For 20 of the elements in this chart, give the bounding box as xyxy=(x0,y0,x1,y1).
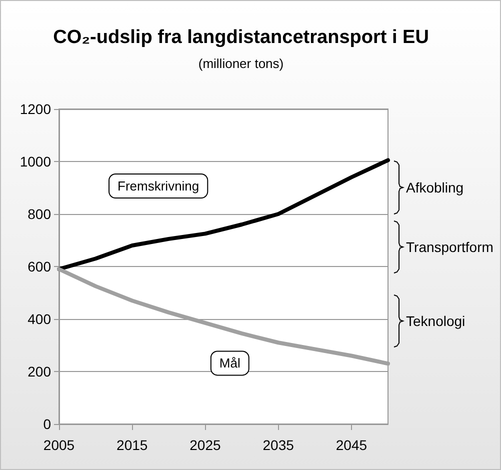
chart-subtitle: (millioner tons) xyxy=(198,56,284,71)
x-tick-label: 2005 xyxy=(43,437,75,453)
text: Afkobling xyxy=(406,180,464,196)
line-series xyxy=(57,158,390,272)
y-tick-label: 400 xyxy=(28,311,52,327)
text: Teknologi xyxy=(406,313,466,329)
x-tick-label: 2045 xyxy=(336,437,368,453)
series-label: Mål xyxy=(219,356,240,371)
y-tick-label: 800 xyxy=(28,206,52,222)
y-tick-label: 600 xyxy=(28,258,52,274)
y-tick-label: 1000 xyxy=(20,154,52,170)
x-tick-label: 2025 xyxy=(190,437,221,453)
x-tick-label: 2015 xyxy=(116,437,148,453)
text: Fremskrivning xyxy=(118,178,200,194)
chart-title: CO₂-udslip fra langdistancetransport i EU xyxy=(53,27,429,48)
y-tick-label: 0 xyxy=(43,416,52,432)
y-tick-label: 1200 xyxy=(20,101,52,117)
x-tick-label: 2035 xyxy=(262,437,294,453)
text: Transportform xyxy=(406,239,494,255)
y-tick-label: 200 xyxy=(28,364,52,380)
